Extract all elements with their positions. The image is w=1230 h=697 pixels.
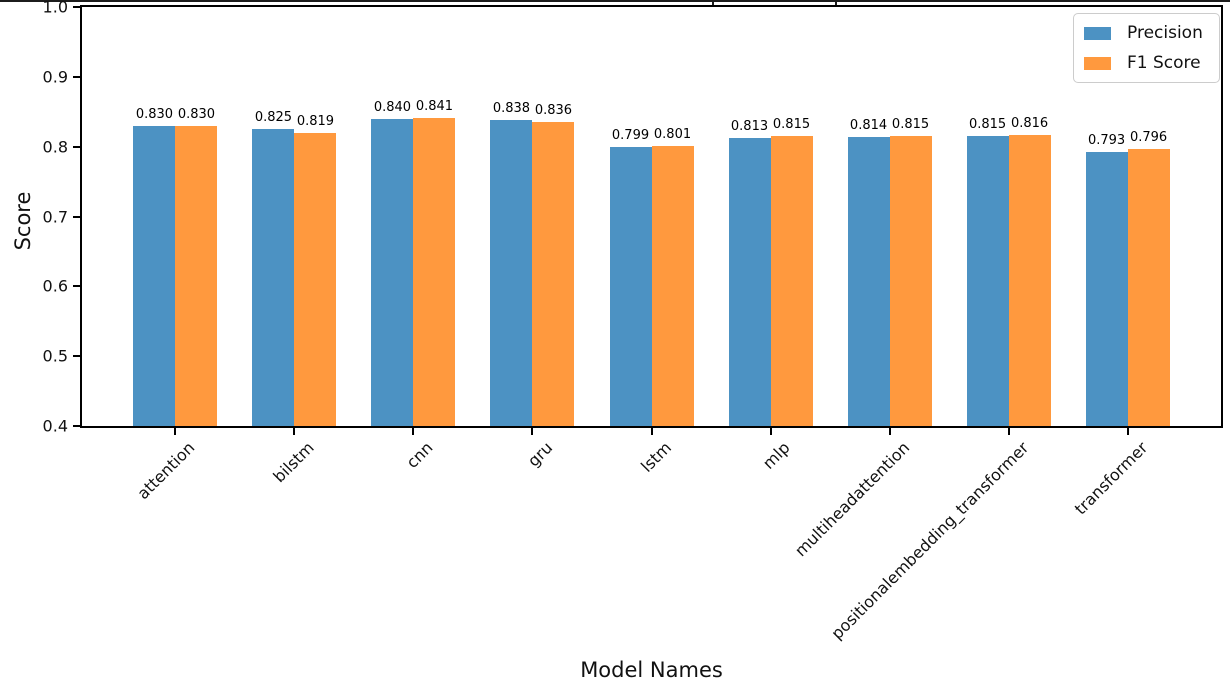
bar-value-label: 0.816 bbox=[1010, 116, 1049, 132]
f1-score-bar bbox=[532, 121, 575, 426]
cropped-title-baseline bbox=[0, 0, 1230, 2]
bar-value-label: 0.830 bbox=[135, 106, 174, 122]
precision-bar bbox=[252, 129, 295, 426]
legend-entry: Precision bbox=[1084, 21, 1209, 45]
cropped-title-paren-right bbox=[835, 1, 837, 5]
x-axis-tick bbox=[531, 428, 534, 435]
bar-value-label: 0.813 bbox=[730, 118, 769, 134]
y-tick-label: 0.5 bbox=[42, 346, 68, 366]
x-tick-label: transformer bbox=[1070, 438, 1152, 519]
precision-bar bbox=[966, 136, 1009, 426]
y-axis-tick bbox=[73, 215, 80, 218]
f1-score-bar bbox=[294, 133, 337, 426]
bar-value-label: 0.801 bbox=[653, 126, 692, 142]
bar-value-label: 0.836 bbox=[534, 102, 573, 118]
precision-bar bbox=[133, 125, 176, 426]
y-tick-label: 0.7 bbox=[42, 207, 68, 226]
legend-swatch-f1-score bbox=[1084, 56, 1111, 70]
x-axis-tick bbox=[888, 428, 891, 435]
y-axis-tick bbox=[73, 6, 80, 8]
precision-bar bbox=[1085, 151, 1128, 426]
y-axis-tick bbox=[73, 145, 80, 148]
bar-value-label: 0.799 bbox=[611, 128, 650, 144]
f1-score-bar bbox=[413, 118, 456, 426]
f1-score-bar bbox=[1127, 149, 1170, 426]
bar-value-label: 0.841 bbox=[415, 99, 454, 115]
cropped-title-paren-left bbox=[712, 1, 714, 5]
legend-label: Precision bbox=[1127, 23, 1203, 43]
bar-value-label: 0.815 bbox=[772, 117, 811, 133]
y-tick-label: 0.8 bbox=[42, 137, 68, 157]
x-axis-tick bbox=[650, 428, 653, 435]
y-tick-label: 0.6 bbox=[42, 276, 68, 296]
f1-score-bar bbox=[889, 136, 932, 426]
f1-score-bar bbox=[1008, 135, 1051, 426]
bar-value-label: 0.815 bbox=[968, 117, 1007, 133]
y-axis-tick bbox=[73, 75, 80, 78]
x-axis-tick bbox=[1007, 428, 1010, 435]
legend: Precision F1 Score bbox=[1073, 13, 1220, 83]
x-axis-tick bbox=[174, 428, 177, 435]
legend-label: F1 Score bbox=[1127, 53, 1201, 73]
bar-value-label: 0.830 bbox=[177, 106, 216, 122]
x-tick-label: lstm bbox=[637, 438, 675, 476]
precision-bar bbox=[847, 136, 890, 426]
x-axis-tick bbox=[293, 428, 296, 435]
f1-score-bar bbox=[175, 125, 218, 426]
bar-value-label: 0.814 bbox=[849, 117, 888, 133]
precision-bar bbox=[609, 147, 652, 426]
y-tick-label: 1.0 bbox=[42, 0, 68, 17]
bar-value-label: 0.838 bbox=[492, 101, 531, 117]
x-tick-label: gru bbox=[523, 438, 556, 471]
x-tick-label: multiheadattention bbox=[790, 438, 913, 561]
precision-bar bbox=[490, 120, 533, 426]
legend-swatch-precision bbox=[1084, 26, 1111, 40]
y-tick-label: 0.4 bbox=[42, 416, 68, 436]
x-tick-label: mlp bbox=[759, 438, 794, 473]
f1-score-bar bbox=[651, 145, 694, 426]
precision-bar bbox=[371, 118, 414, 426]
y-axis-tick bbox=[73, 355, 80, 358]
x-axis-tick bbox=[769, 428, 772, 435]
x-axis-title: Model Names bbox=[580, 658, 723, 682]
bar-value-label: 0.796 bbox=[1129, 130, 1168, 146]
x-axis-tick bbox=[1126, 428, 1129, 435]
bar-value-label: 0.793 bbox=[1087, 132, 1126, 148]
legend-entry: F1 Score bbox=[1084, 51, 1209, 75]
x-tick-label: bilstm bbox=[269, 438, 318, 487]
precision-bar bbox=[728, 137, 771, 426]
bar-value-label: 0.815 bbox=[891, 117, 930, 133]
x-tick-label: positionalembedding_transformer bbox=[826, 438, 1032, 644]
y-tick-label: 0.9 bbox=[42, 67, 68, 87]
y-axis-tick bbox=[73, 425, 80, 427]
bar-value-label: 0.825 bbox=[254, 110, 293, 126]
bar-value-label: 0.840 bbox=[373, 99, 412, 115]
y-axis-title: Score bbox=[11, 191, 35, 251]
f1-score-bar bbox=[770, 136, 813, 426]
x-tick-label: cnn bbox=[402, 438, 437, 472]
x-tick-label: attention bbox=[133, 438, 199, 504]
x-axis-tick bbox=[412, 428, 415, 435]
bar-value-label: 0.819 bbox=[296, 114, 335, 130]
y-axis-tick bbox=[73, 285, 80, 288]
